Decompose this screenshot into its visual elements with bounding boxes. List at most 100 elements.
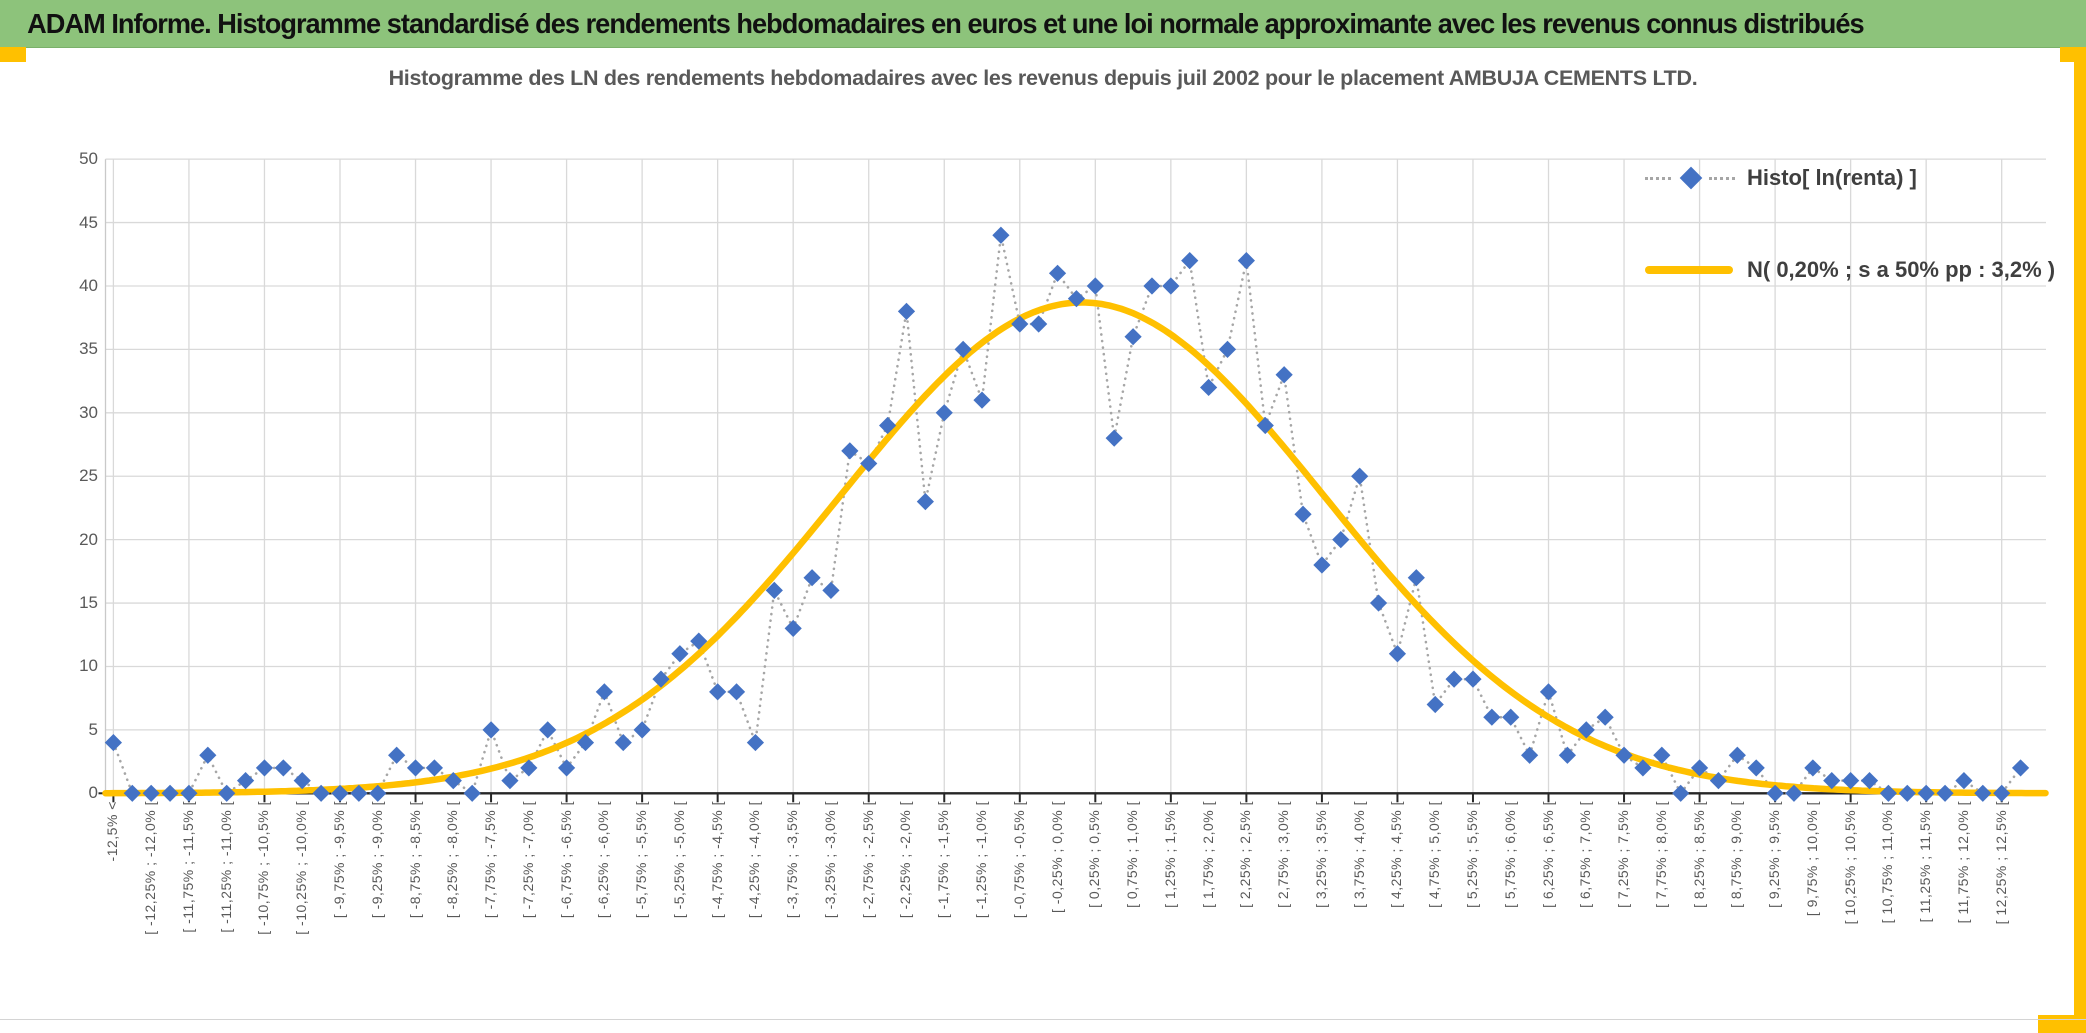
x-tick-label-slot: [ 8,25% ; 8,5% [ [1691, 801, 1709, 1027]
x-tick-label: [ 2,25% ; 2,5% [ [1237, 801, 1254, 908]
data-point-diamond [1067, 290, 1086, 308]
data-point-diamond [1860, 772, 1879, 790]
x-tick-label-slot: [ 7,25% ; 7,5% [ [1615, 801, 1633, 1027]
x-tick-label: [ -2,25% ; -2,0% [ [897, 801, 914, 919]
y-tick-label: 5 [88, 719, 98, 739]
x-tick-label: [ -11,75% ; -11,5% [ [179, 801, 196, 933]
x-tick-label-slot: [ -7,75% ; -7,5% [ [482, 801, 500, 1027]
data-point-diamond [350, 784, 368, 802]
x-tick-label: [ 8,75% ; 9,0% [ [1728, 801, 1745, 908]
data-point-diamond [1521, 746, 1539, 764]
y-tick-label: 0 [88, 783, 98, 803]
x-tick-label: [ 11,75% ; 12,0% [ [1954, 801, 1971, 924]
data-point-diamond [1955, 772, 1973, 790]
legend-item-histogram[interactable]: Histo[ ln(renta) ] [1645, 160, 2055, 196]
data-point-diamond [1747, 759, 1765, 777]
y-tick-label: 50 [79, 149, 98, 169]
data-point-diamond [1407, 569, 1425, 587]
x-tick-label-slot: [ 3,25% ; 3,5% [ [1313, 801, 1331, 1027]
data-point-diamond [784, 619, 802, 638]
data-point-diamond [1445, 670, 1463, 688]
x-tick-label-slot: [ -0,25% ; 0,0% [ [1049, 801, 1067, 1027]
x-tick-label-slot: [ 1,75% ; 2,0% [ [1200, 801, 1218, 1027]
legend-label-histogram: Histo[ ln(renta) ] [1747, 165, 1917, 190]
data-point-diamond [1294, 505, 1312, 523]
x-tick-label: [ -6,25% ; -6,0% [ [595, 801, 612, 919]
x-tick-label: [ 9,25% ; 9,5% [ [1766, 801, 1783, 908]
data-point-diamond [1558, 746, 1576, 764]
data-point-diamond [935, 404, 953, 422]
data-point-diamond [1313, 556, 1331, 574]
data-point-diamond [1181, 252, 1199, 270]
data-point-diamond [406, 759, 425, 777]
x-tick-label: [ -11,25% ; -11,0% [ [217, 801, 234, 933]
data-point-diamond [1502, 708, 1520, 726]
data-point-diamond [841, 442, 859, 460]
data-point-diamond [1464, 670, 1482, 688]
data-point-diamond [1426, 695, 1444, 714]
data-point-diamond [539, 721, 557, 739]
data-point-diamond [331, 784, 349, 802]
x-tick-label: [ 2,75% ; 3,0% [ [1275, 801, 1292, 908]
y-tick-label: 10 [79, 656, 98, 676]
data-point-diamond [1011, 315, 1029, 333]
data-point-diamond [482, 721, 500, 739]
x-tick-label: [ -1,75% ; -1,5% [ [935, 801, 952, 919]
x-tick-label-slot: [ 7,75% ; 8,0% [ [1653, 801, 1671, 1027]
data-point-diamond [1200, 378, 1218, 397]
y-tick-label: 35 [79, 339, 98, 359]
x-tick-label-slot: [ -6,75% ; -6,5% [ [558, 801, 576, 1027]
x-tick-label-slot: [ 2,75% ; 3,0% [ [1275, 801, 1293, 1027]
x-tick-label: [ -8,25% ; -8,0% [ [444, 801, 461, 919]
title-banner: ADAM Informe. Histogramme standardisé de… [0, 0, 2086, 48]
x-tick-label-slot: [ 10,75% ; 11,0% [ [1879, 801, 1897, 1027]
data-point-diamond [633, 721, 651, 739]
x-tick-label: [ 9,75% ; 10,0% [ [1803, 801, 1820, 917]
x-tick-label-slot: [ 2,25% ; 2,5% [ [1237, 801, 1255, 1027]
x-tick-label: [ 4,25% ; 4,5% [ [1388, 801, 1405, 908]
x-tick-label-slot: [ -12,25% ; -12,0% [ [142, 801, 160, 1027]
data-point-diamond [180, 784, 198, 802]
x-tick-label-slot: [ -7,25% ; -7,0% [ [520, 801, 538, 1027]
data-point-diamond [1785, 784, 1803, 802]
x-tick-label: [ -4,25% ; -4,0% [ [746, 801, 763, 919]
data-point-diamond [1974, 784, 1992, 802]
data-point-diamond [897, 302, 916, 320]
data-point-diamond [1936, 784, 1954, 802]
data-point-diamond [1672, 784, 1690, 802]
x-tick-label: [ 5,25% ; 5,5% [ [1463, 801, 1480, 908]
data-point-diamond [765, 581, 783, 599]
data-point-diamond [444, 772, 462, 790]
x-tick-label: [ -7,25% ; -7,0% [ [519, 801, 536, 919]
x-tick-label: [ -5,75% ; -5,5% [ [633, 801, 650, 919]
x-tick-label: [ 12,25% ; 12,5% [ [1992, 801, 2009, 925]
y-tick-label: 20 [79, 529, 98, 549]
x-tick-label-slot: [ -10,75% ; -10,5% [ [255, 801, 273, 1027]
x-tick-label: [ -0,75% ; -0,5% [ [1010, 801, 1027, 919]
x-tick-label-slot: [ -11,75% ; -11,5% [ [180, 801, 198, 1027]
data-point-diamond [1162, 277, 1180, 295]
data-point-diamond [822, 581, 840, 599]
data-point-diamond [255, 759, 274, 777]
x-tick-label: [ 7,75% ; 8,0% [ [1652, 801, 1669, 908]
yellow-border-right [2074, 62, 2086, 1033]
data-point-diamond [1351, 467, 1369, 485]
data-point-diamond [274, 759, 292, 777]
data-point-diamond [671, 645, 689, 663]
x-tick-label: [ 5,75% ; 6,0% [ [1501, 801, 1518, 908]
x-tick-label: [ 6,25% ; 6,5% [ [1539, 801, 1556, 908]
x-tick-label-slot: [ 0,25% ; 0,5% [ [1086, 801, 1104, 1027]
legend-item-normal[interactable]: N( 0,20% ; s a 50% pp : 3,2% ) [1645, 252, 2055, 288]
x-tick-label-slot: [ -0,75% ; -0,5% [ [1011, 801, 1029, 1027]
data-point-diamond [803, 569, 821, 587]
x-tick-label-slot: [ 4,75% ; 5,0% [ [1426, 801, 1444, 1027]
x-tick-label-slot: [ 3,75% ; 4,0% [ [1351, 801, 1369, 1027]
x-tick-label: -12,5% < [104, 801, 121, 862]
x-tick-label-slot: [ 6,75% ; 7,0% [ [1577, 801, 1595, 1027]
x-tick-label-slot: [ 8,75% ; 9,0% [ [1728, 801, 1746, 1027]
data-point-diamond [1728, 746, 1746, 764]
y-tick-label: 25 [79, 466, 98, 486]
diamond-marker-icon [1679, 166, 1703, 190]
x-tick-label: [ 10,25% ; 10,5% [ [1841, 801, 1858, 925]
